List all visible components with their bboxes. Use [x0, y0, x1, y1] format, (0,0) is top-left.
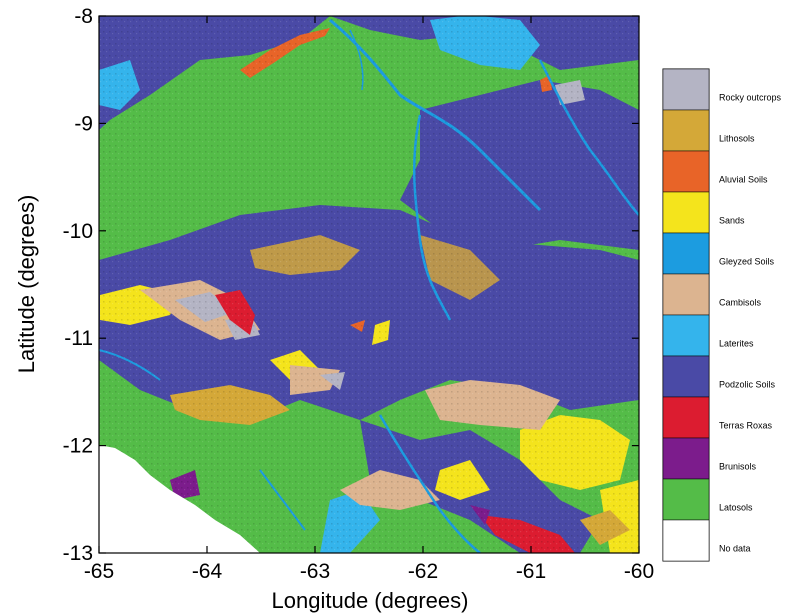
y-tick-label: -10	[63, 220, 93, 243]
y-axis-title: Latitude (degrees)	[14, 195, 39, 374]
legend-label: Rocky outcrops	[719, 93, 782, 103]
legend-label: Sands	[719, 216, 745, 226]
x-tick-label: -60	[624, 560, 654, 583]
y-axis: -8 -9 -10 -11 -12 -13	[63, 5, 639, 565]
legend-swatch	[662, 314, 710, 357]
legend-label: Aluvial Soils	[719, 175, 768, 185]
legend-swatch	[662, 191, 710, 234]
legend-label: Terras Roxas	[719, 421, 773, 431]
y-tick-label: -13	[63, 542, 93, 565]
x-tick-label: -62	[408, 560, 438, 583]
y-tick-label: -12	[63, 435, 93, 458]
legend-label: Brunisols	[719, 462, 757, 472]
legend-label: No data	[719, 544, 751, 554]
legend-swatch	[662, 68, 710, 111]
legend-swatch	[662, 478, 710, 521]
legend-swatch	[662, 109, 710, 152]
legend-label: Cambisols	[719, 298, 762, 308]
soil-map-area	[99, 16, 639, 553]
legend-swatch	[662, 396, 710, 439]
legend-swatch	[662, 437, 710, 480]
x-axis-title: Longitude (degrees)	[272, 588, 469, 613]
legend-label: Lithosols	[719, 134, 755, 144]
legend-swatch	[662, 232, 710, 275]
y-tick-label: -11	[64, 327, 93, 350]
x-axis: -65 -64 -63 -62 -61 -60	[84, 16, 654, 583]
y-tick-label: -8	[74, 5, 93, 28]
legend-label: Latosols	[719, 503, 753, 513]
legend-label: Laterites	[719, 339, 754, 349]
legend-swatch	[662, 519, 710, 562]
legend-swatch	[662, 150, 710, 193]
legend-label: Podzolic Soils	[719, 380, 776, 390]
x-tick-label: -61	[516, 560, 546, 583]
legend-swatch	[662, 355, 710, 398]
x-tick-label: -64	[192, 560, 223, 583]
x-tick-label: -63	[300, 560, 330, 583]
legend: Rocky outcrops Lithosols Aluvial Soils Sand…	[662, 68, 782, 562]
map-frame	[98, 15, 640, 554]
legend-swatch	[662, 273, 710, 316]
legend-label: Gleyzed Soils	[719, 257, 775, 267]
y-tick-label: -9	[74, 112, 93, 135]
x-tick-label: -65	[84, 560, 114, 583]
